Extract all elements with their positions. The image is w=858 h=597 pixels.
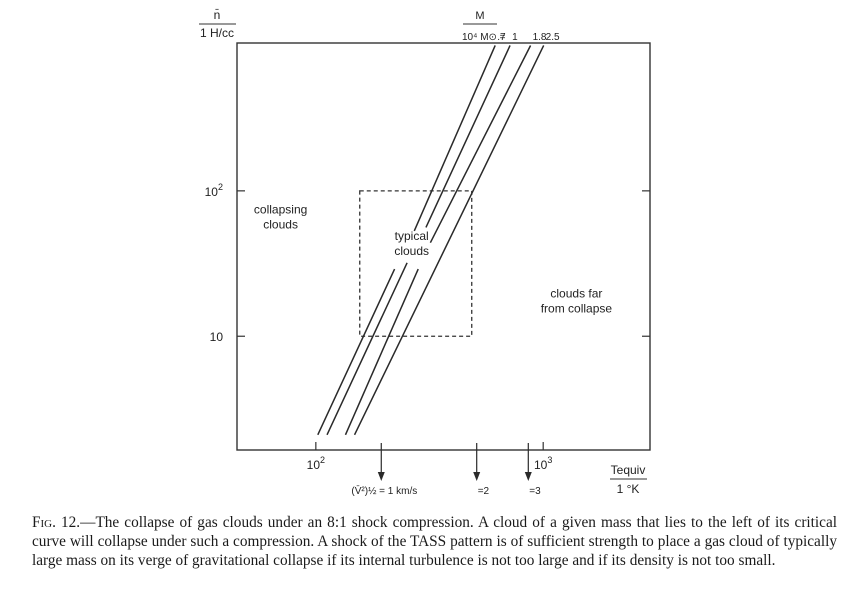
critical-curve-3-segment-0 — [353, 45, 545, 436]
typical-clouds-box — [359, 190, 473, 337]
tick-labels: 102 103 102 10 — [205, 182, 553, 472]
mass-value-2: 1.8 — [533, 32, 547, 43]
marker-label-4: =2 — [478, 486, 490, 497]
x-tick-label-1: 103 — [534, 455, 552, 472]
critical-curve-1-segment-1 — [425, 45, 511, 228]
x-axis-label-bottom: 1 °K — [617, 482, 640, 496]
critical-curve-2-segment-1 — [429, 45, 532, 244]
marker-arrow-5 — [524, 472, 532, 481]
mass-value-3: 2.5 — [546, 32, 560, 43]
mass-value-0: .7 — [497, 32, 506, 43]
y-tick-label-1: 10 — [210, 330, 224, 344]
y-axis-label-top: n̄ — [214, 8, 221, 22]
caption-lead: Fig. 12. — [32, 514, 81, 531]
critical-curve-1-segment-0 — [326, 262, 408, 436]
critical-curve-0-segment-0 — [317, 268, 396, 436]
y-axis-label-bottom: 1 H/cc — [200, 26, 234, 40]
region-annotations: collapsing clouds typical clouds clouds far f… — [254, 202, 612, 315]
mass-values: .7 1 1.8 2.5 — [497, 32, 560, 43]
mass-label-bottom: 10⁴ M⊙ = — [462, 32, 506, 43]
annotation-1: typical clouds — [394, 229, 429, 258]
marker-label-5: =3 — [529, 486, 541, 497]
critical-curve-0-segment-1 — [413, 45, 496, 232]
axis-ticks — [237, 190, 650, 450]
critical-curves — [317, 45, 545, 436]
caption-text: —The collapse of gas clouds under an 8:1… — [32, 514, 837, 569]
annotation-0: collapsing clouds — [254, 202, 307, 231]
plot-frame — [236, 42, 651, 451]
marker-arrow-4 — [473, 472, 481, 481]
x-axis-label-top: Tequiv — [611, 463, 646, 477]
mass-value-1: 1 — [512, 32, 518, 43]
marker-arrow-3 — [377, 472, 385, 481]
marker-label-3: (V̄²)½ = 1 km/s — [351, 484, 417, 497]
y-tick-label-0: 102 — [205, 182, 223, 199]
mass-label-top: M — [475, 10, 484, 22]
velocity-markers: (V̄²)½ = 1 km/s =2 =3 — [351, 443, 541, 497]
annotation-2: clouds far from collapse — [541, 286, 613, 315]
chart: n̄ 1 H/cc M 10⁴ M⊙ = .7 1 1.8 2.5 Tequiv 1 … — [199, 8, 651, 497]
x-tick-label-0: 102 — [307, 455, 325, 472]
critical-curve-2-segment-0 — [344, 268, 419, 436]
figure-caption: Fig. 12.—The collapse of gas clouds unde… — [32, 513, 837, 570]
